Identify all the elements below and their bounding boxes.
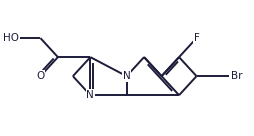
Text: N: N	[87, 90, 94, 100]
Text: N: N	[123, 71, 131, 81]
Text: F: F	[194, 33, 199, 43]
Text: O: O	[36, 71, 44, 81]
Text: HO: HO	[3, 33, 19, 43]
Text: Br: Br	[231, 71, 243, 81]
